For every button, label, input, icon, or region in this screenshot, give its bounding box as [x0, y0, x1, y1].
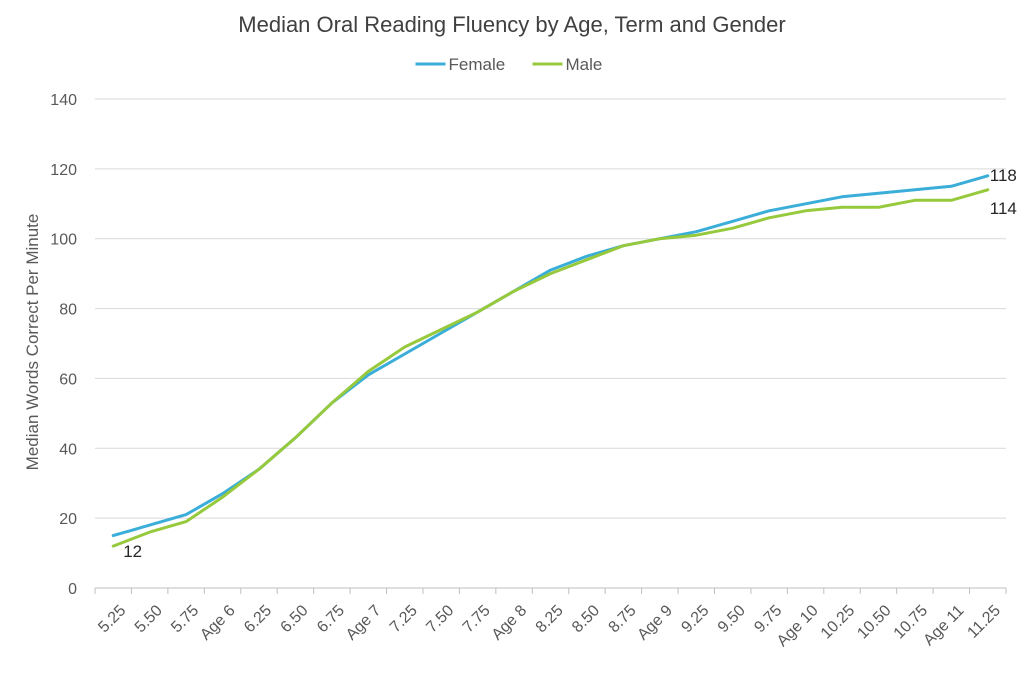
- x-tick-label: 7.25: [387, 602, 421, 636]
- x-tick-label: 10.25: [818, 602, 858, 642]
- y-tick-label: 120: [50, 162, 77, 179]
- x-tick-label: 8.50: [569, 602, 603, 636]
- gridlines: [95, 98, 1006, 589]
- x-tick-label: 6.50: [278, 602, 312, 636]
- data-label: 118: [990, 166, 1017, 185]
- x-tick-label: Age 9: [634, 602, 676, 644]
- y-tick-label: 140: [50, 92, 77, 109]
- x-tick-label: 9.25: [678, 602, 712, 636]
- x-tick-label: 7.50: [423, 602, 457, 636]
- x-tick-label: 9.50: [715, 602, 749, 636]
- y-tick-label: 40: [59, 441, 77, 458]
- series-line-male: [111, 188, 990, 548]
- x-tick-label: 5.50: [132, 602, 166, 636]
- x-tick-label: 10.50: [854, 602, 894, 642]
- y-axis-ticks: 0 20 40 60 80 100 120 140: [50, 92, 77, 598]
- y-tick-label: 20: [59, 511, 77, 528]
- y-tick-label: 0: [68, 581, 77, 598]
- data-label: 12: [123, 542, 142, 561]
- series-lines: [111, 174, 990, 548]
- x-tick-label: Age 10: [774, 602, 822, 650]
- legend: Female Male: [415, 55, 603, 74]
- chart-title: Median Oral Reading Fluency by Age, Term…: [238, 12, 785, 37]
- x-tick-label: Age 7: [343, 602, 385, 644]
- y-tick-label: 80: [59, 302, 77, 319]
- legend-label-male: Male: [566, 55, 603, 74]
- x-tick-label: Age 6: [197, 602, 239, 644]
- y-axis-label: Median Words Correct Per Minute: [23, 214, 42, 471]
- y-tick-label: 100: [50, 232, 77, 249]
- y-tick-label: 60: [59, 371, 77, 388]
- legend-label-female: Female: [449, 55, 506, 74]
- x-tick-label: 8.25: [533, 602, 567, 636]
- data-label: 114: [990, 199, 1017, 218]
- data-labels: 118 114 12: [123, 166, 1017, 561]
- x-tick-label: 5.25: [95, 602, 129, 636]
- x-tick-label: 11.25: [964, 602, 1004, 642]
- x-tick-label: Age 8: [489, 602, 531, 644]
- x-tick-label: Age 11: [920, 602, 967, 649]
- x-tick-label: 6.25: [241, 602, 275, 636]
